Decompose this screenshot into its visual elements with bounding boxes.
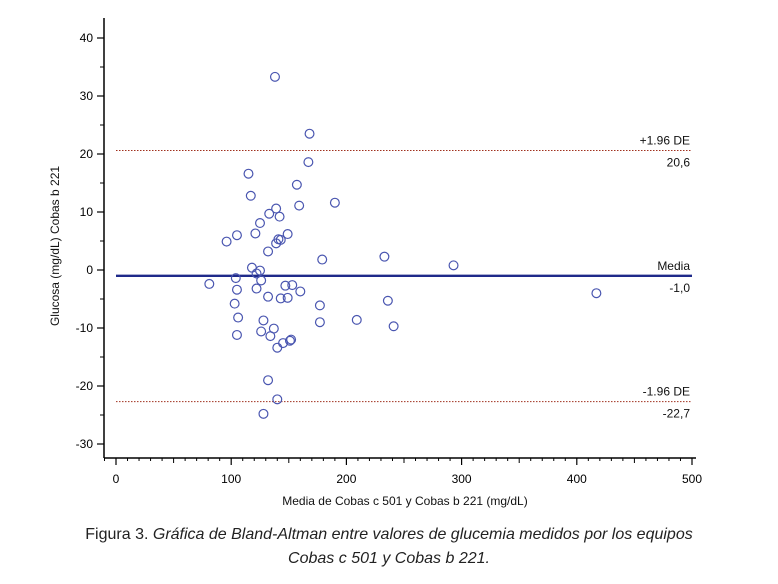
figure-caption: Figura 3. Gráfica de Bland-Altman entre …	[0, 523, 778, 571]
data-point	[258, 315, 269, 326]
data-point	[448, 260, 459, 271]
data-point	[255, 218, 266, 229]
x-axis-title: Media de Cobas c 501 y Cobas b 221 (mg/d…	[282, 494, 527, 508]
data-point	[287, 280, 298, 291]
data-point	[265, 331, 276, 342]
data-point	[291, 179, 302, 190]
reference-label-mean: Media	[657, 259, 690, 273]
caption-prefix: Figura 3.	[85, 526, 153, 543]
data-point	[294, 200, 305, 211]
caption-line-1: Gráfica de Bland-Altman entre valores de…	[152, 526, 693, 543]
x-tick-label: 0	[113, 472, 120, 486]
data-point	[275, 234, 286, 245]
data-point	[263, 291, 274, 302]
y-tick-label: -20	[76, 379, 94, 393]
y-tick-label: 0	[86, 263, 93, 277]
y-tick-label: 10	[80, 205, 94, 219]
reference-value-lower: -22,7	[663, 407, 691, 421]
data-point	[388, 321, 399, 332]
data-point	[263, 375, 274, 386]
data-point	[258, 408, 269, 419]
data-point	[256, 326, 267, 337]
y-tick-label: 30	[80, 89, 94, 103]
data-point	[275, 293, 286, 304]
data-point	[229, 298, 240, 309]
data-point	[250, 228, 261, 239]
data-point	[382, 295, 393, 306]
reference-label-lower: -1.96 DE	[643, 385, 690, 399]
bland-altman-chart: +1.96 DE 20,6 Media -1,0 -1.96 DE -22,7 -30 -2…	[48, 18, 702, 508]
x-tick-label: 300	[452, 472, 472, 486]
x-tick-label: 400	[567, 472, 587, 486]
data-point	[280, 280, 291, 291]
data-point	[272, 394, 283, 405]
data-point	[284, 335, 295, 346]
reference-value-mean: -1,0	[669, 281, 690, 295]
reference-lines: +1.96 DE 20,6 Media -1,0 -1.96 DE -22,7	[116, 134, 692, 421]
x-tick-label: 500	[682, 472, 702, 486]
data-point	[263, 246, 274, 257]
x-tick-label: 200	[336, 472, 356, 486]
data-point	[317, 254, 328, 265]
data-point	[303, 157, 314, 168]
data-point	[314, 317, 325, 328]
data-point	[271, 203, 282, 214]
data-point	[221, 236, 232, 247]
data-point	[591, 288, 602, 299]
data-point	[329, 197, 340, 208]
data-point	[264, 208, 275, 219]
y-tick-label: -10	[76, 321, 94, 335]
data-point	[314, 300, 325, 311]
data-point	[286, 334, 297, 345]
y-tick-label: 40	[80, 31, 94, 45]
data-point	[255, 265, 266, 276]
data-point	[282, 292, 293, 303]
data-point	[274, 211, 285, 222]
caption-line-2: Cobas c 501 y Cobas b 221.	[288, 550, 490, 567]
y-tick-label: -30	[76, 437, 94, 451]
data-point	[251, 283, 262, 294]
data-points	[204, 71, 602, 419]
data-point	[243, 168, 254, 179]
data-point	[295, 286, 306, 297]
reference-label-upper: +1.96 DE	[640, 134, 690, 148]
reference-value-upper: 20,6	[667, 156, 691, 170]
data-point	[379, 251, 390, 262]
data-point	[304, 128, 315, 139]
data-point	[231, 284, 242, 295]
x-tick-label: 100	[221, 472, 241, 486]
data-point	[231, 230, 242, 241]
data-point	[245, 190, 256, 201]
data-point	[230, 273, 241, 284]
y-axis-title: Glucosa (mg/dL) Cobas b 221	[48, 166, 62, 326]
data-point	[272, 342, 283, 353]
data-point	[269, 71, 280, 82]
data-point	[256, 275, 267, 286]
data-point	[282, 229, 293, 240]
y-tick-label: 20	[80, 147, 94, 161]
data-point	[251, 268, 262, 279]
data-point	[351, 314, 362, 325]
data-point	[204, 278, 215, 289]
data-point	[233, 312, 244, 323]
data-point	[231, 329, 242, 340]
